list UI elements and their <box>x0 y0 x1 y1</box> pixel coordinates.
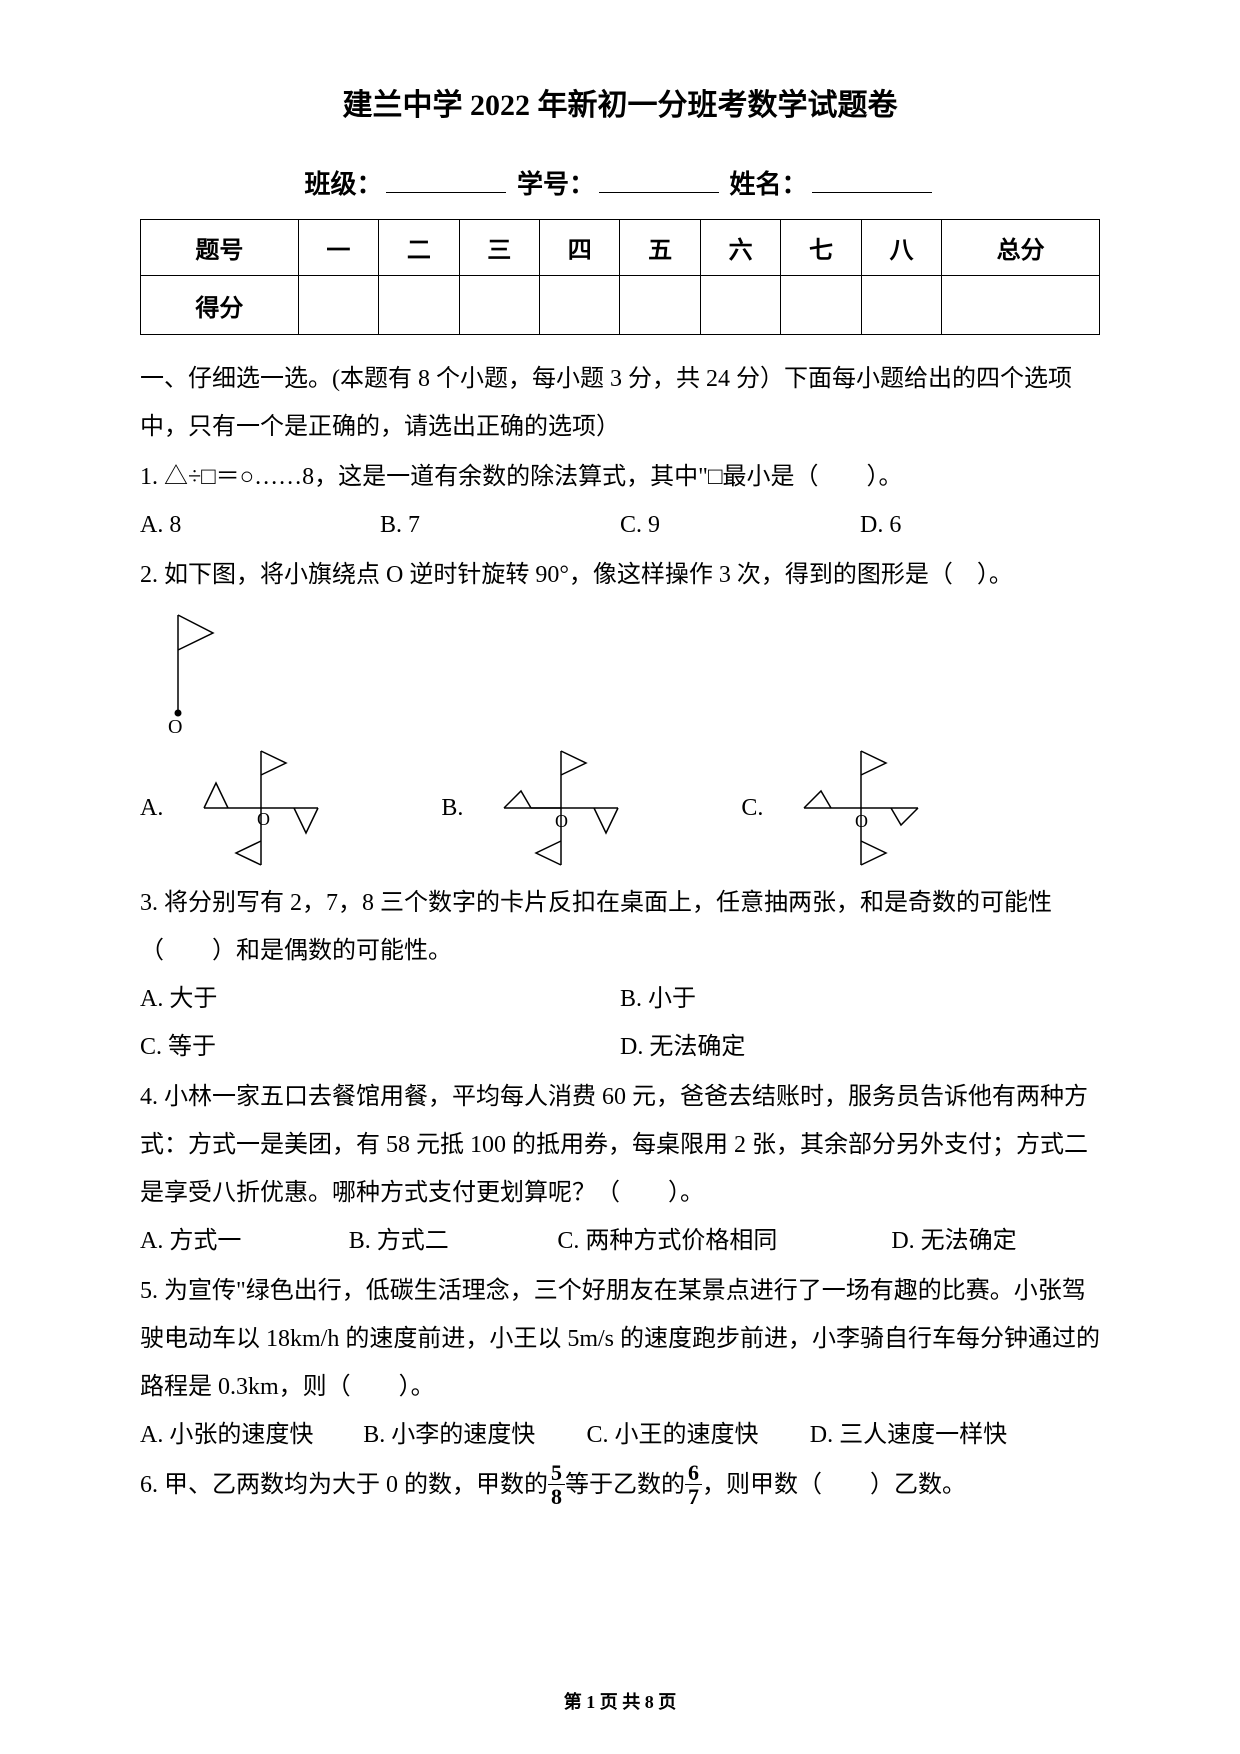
score-cell-8[interactable] <box>861 276 941 335</box>
q4-text: 4. 小林一家五口去餐馆用餐，平均每人消费 60 元，爸爸去结账时，服务员告诉他… <box>140 1073 1100 1217</box>
score-table: 题号 一 二 三 四 五 六 七 八 总分 得分 <box>140 219 1100 335</box>
q3-options-row1: A. 大于 B. 小于 <box>140 975 1100 1023</box>
q3-opt-b[interactable]: B. 小于 <box>620 975 1100 1023</box>
id-label: 学号： <box>517 170 595 199</box>
q6-f1-num: 5 <box>548 1461 565 1485</box>
q4-opt-a[interactable]: A. 方式一 <box>140 1217 349 1265</box>
col-tihao: 题号 <box>141 220 299 276</box>
col-2: 二 <box>379 220 459 276</box>
student-info-line: 班级： 学号： 姓名： <box>140 164 1100 201</box>
footer-page: 1 <box>586 1692 595 1712</box>
q2-opt-c[interactable]: C. O <box>741 743 951 873</box>
q5-opt-c[interactable]: C. 小王的速度快 <box>587 1411 810 1459</box>
score-cell-7[interactable] <box>781 276 861 335</box>
footer-pre: 第 <box>564 1692 587 1712</box>
score-cell-6[interactable] <box>700 276 780 335</box>
q2-opt-b[interactable]: B. O <box>441 743 651 873</box>
class-blank[interactable] <box>386 166 506 193</box>
q6-f1-den: 8 <box>548 1485 565 1508</box>
q2-opt-a[interactable]: A. O <box>140 743 351 873</box>
footer-total: 8 <box>645 1692 654 1712</box>
col-8: 八 <box>861 220 941 276</box>
score-cell-total[interactable] <box>942 276 1100 335</box>
q1-text: 1. △÷□＝○……8，这是一道有余数的除法算式，其中"□最小是（ ）。 <box>140 453 1100 501</box>
score-cell-1[interactable] <box>298 276 378 335</box>
footer-mid: 页 共 <box>595 1692 645 1712</box>
col-total: 总分 <box>942 220 1100 276</box>
col-5: 五 <box>620 220 700 276</box>
q5-text: 5. 为宣传"绿色出行，低碳生活理念，三个好朋友在某景点进行了一场有趣的比赛。小… <box>140 1267 1100 1411</box>
name-label: 姓名： <box>730 170 808 199</box>
q2-opt-a-label: A. <box>140 795 163 822</box>
q5-opt-d[interactable]: D. 三人速度一样快 <box>810 1411 1100 1459</box>
q1-opt-d[interactable]: D. 6 <box>860 501 1100 549</box>
q6-mid: 等于乙数的 <box>565 1472 685 1498</box>
q4-opt-d[interactable]: D. 无法确定 <box>891 1217 1100 1265</box>
q2-opt-a-svg: O <box>171 743 351 873</box>
score-header-row: 题号 一 二 三 四 五 六 七 八 总分 <box>141 220 1100 276</box>
col-7: 七 <box>781 220 861 276</box>
score-cell-2[interactable] <box>379 276 459 335</box>
row-defen: 得分 <box>141 276 299 335</box>
q3-options-row2: C. 等于 D. 无法确定 <box>140 1023 1100 1071</box>
page-footer: 第 1 页 共 8 页 <box>0 1688 1240 1714</box>
id-blank[interactable] <box>599 166 719 193</box>
q1-opt-b[interactable]: B. 7 <box>380 501 620 549</box>
q6-post: ，则甲数（ ）乙数。 <box>702 1472 966 1498</box>
q4-options: A. 方式一 B. 方式二 C. 两种方式价格相同 D. 无法确定 <box>140 1217 1100 1265</box>
q2-options-row: A. O <box>140 743 1100 873</box>
col-4: 四 <box>540 220 620 276</box>
q3-opt-c[interactable]: C. 等于 <box>140 1023 620 1071</box>
col-6: 六 <box>700 220 780 276</box>
name-blank[interactable] <box>812 166 932 193</box>
q6-frac1: 58 <box>548 1461 565 1508</box>
q3-opt-d[interactable]: D. 无法确定 <box>620 1023 1100 1071</box>
q5-options: A. 小张的速度快 B. 小李的速度快 C. 小王的速度快 D. 三人速度一样快 <box>140 1411 1100 1459</box>
flag-stem-svg: O <box>150 605 240 735</box>
q3-text: 3. 将分别写有 2，7，8 三个数字的卡片反扣在桌面上，任意抽两张，和是奇数的… <box>140 879 1100 975</box>
q6-f2-den: 7 <box>685 1485 702 1508</box>
svg-text:O: O <box>168 716 182 735</box>
q5-opt-b[interactable]: B. 小李的速度快 <box>363 1411 586 1459</box>
q6-text: 6. 甲、乙两数均为大于 0 的数，甲数的58等于乙数的67，则甲数（ ）乙数。 <box>140 1461 1100 1510</box>
class-label: 班级： <box>304 170 382 199</box>
q5-opt-a[interactable]: A. 小张的速度快 <box>140 1411 363 1459</box>
exam-title: 建兰中学 2022 年新初一分班考数学试题卷 <box>140 80 1100 124</box>
q3-opt-a[interactable]: A. 大于 <box>140 975 620 1023</box>
q2-stem-figure: O <box>150 605 1100 735</box>
q1-opt-a[interactable]: A. 8 <box>140 501 380 549</box>
col-3: 三 <box>459 220 539 276</box>
section-1-heading: 一、仔细选一选。(本题有 8 个小题，每小题 3 分，共 24 分）下面每小题给… <box>140 355 1100 451</box>
q6-frac2: 67 <box>685 1461 702 1508</box>
q2-opt-c-label: C. <box>741 795 763 822</box>
score-cell-5[interactable] <box>620 276 700 335</box>
score-cell-4[interactable] <box>540 276 620 335</box>
q1-opt-c[interactable]: C. 9 <box>620 501 860 549</box>
score-value-row: 得分 <box>141 276 1100 335</box>
q2-opt-c-svg: O <box>771 743 951 873</box>
score-cell-3[interactable] <box>459 276 539 335</box>
q2-opt-b-label: B. <box>441 795 463 822</box>
q1-options: A. 8 B. 7 C. 9 D. 6 <box>140 501 1100 549</box>
footer-post: 页 <box>654 1692 677 1712</box>
q4-opt-c[interactable]: C. 两种方式价格相同 <box>557 1217 891 1265</box>
q2-opt-b-svg: O <box>471 743 651 873</box>
col-1: 一 <box>298 220 378 276</box>
q4-opt-b[interactable]: B. 方式二 <box>349 1217 558 1265</box>
q2-text: 2. 如下图，将小旗绕点 O 逆时针旋转 90°，像这样操作 3 次，得到的图形… <box>140 551 1100 599</box>
q6-pre: 6. 甲、乙两数均为大于 0 的数，甲数的 <box>140 1472 548 1498</box>
q6-f2-num: 6 <box>685 1461 702 1485</box>
svg-text:O: O <box>257 809 270 829</box>
